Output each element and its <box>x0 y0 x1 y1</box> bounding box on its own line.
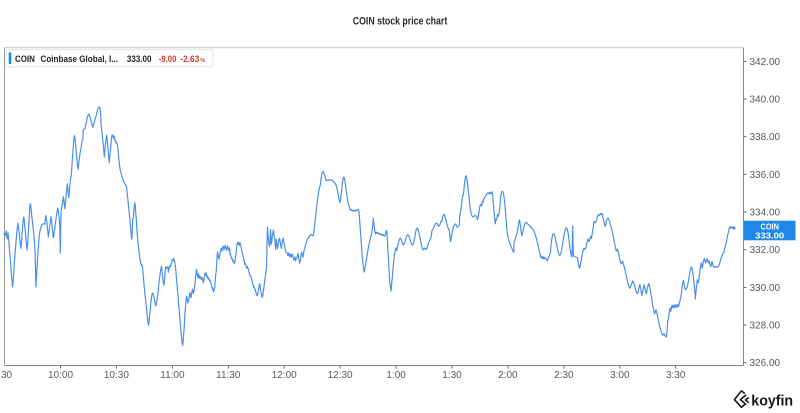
svg-text:Coinbase Global, I...: Coinbase Global, I... <box>41 54 119 64</box>
svg-text:3:00: 3:00 <box>610 370 630 381</box>
svg-text:12:30: 12:30 <box>328 370 353 381</box>
svg-text:-2.63: -2.63 <box>180 54 199 64</box>
svg-text:330.00: 330.00 <box>750 283 781 294</box>
svg-text:338.00: 338.00 <box>750 132 781 143</box>
svg-text:%: % <box>200 58 205 64</box>
svg-text:1:00: 1:00 <box>386 370 406 381</box>
svg-text:340.00: 340.00 <box>750 95 781 106</box>
svg-text:326.00: 326.00 <box>750 358 781 369</box>
svg-text:3:30: 3:30 <box>666 370 686 381</box>
svg-text:10:00: 10:00 <box>48 370 73 381</box>
svg-text:332.00: 332.00 <box>750 245 781 256</box>
svg-text:-9.00: -9.00 <box>159 54 177 64</box>
svg-text:11:00: 11:00 <box>160 370 185 381</box>
svg-text:333.00: 333.00 <box>755 231 785 240</box>
svg-text:COIN: COIN <box>15 54 35 64</box>
svg-text:1:30: 1:30 <box>442 370 462 381</box>
svg-text:COIN: COIN <box>761 222 779 231</box>
svg-text:10:30: 10:30 <box>104 370 129 381</box>
svg-text:333.00: 333.00 <box>127 54 152 64</box>
svg-text:12:00: 12:00 <box>272 370 297 381</box>
svg-text:328.00: 328.00 <box>750 320 781 331</box>
svg-text:2:00: 2:00 <box>498 370 518 381</box>
svg-text:30: 30 <box>1 370 13 381</box>
svg-text:11:30: 11:30 <box>216 370 241 381</box>
svg-text:342.00: 342.00 <box>750 57 781 68</box>
svg-text:336.00: 336.00 <box>750 170 781 181</box>
svg-text:koyfin: koyfin <box>751 393 793 410</box>
svg-text:334.00: 334.00 <box>750 207 781 218</box>
svg-text:COIN stock price chart: COIN stock price chart <box>353 15 448 27</box>
svg-text:2:30: 2:30 <box>554 370 574 381</box>
